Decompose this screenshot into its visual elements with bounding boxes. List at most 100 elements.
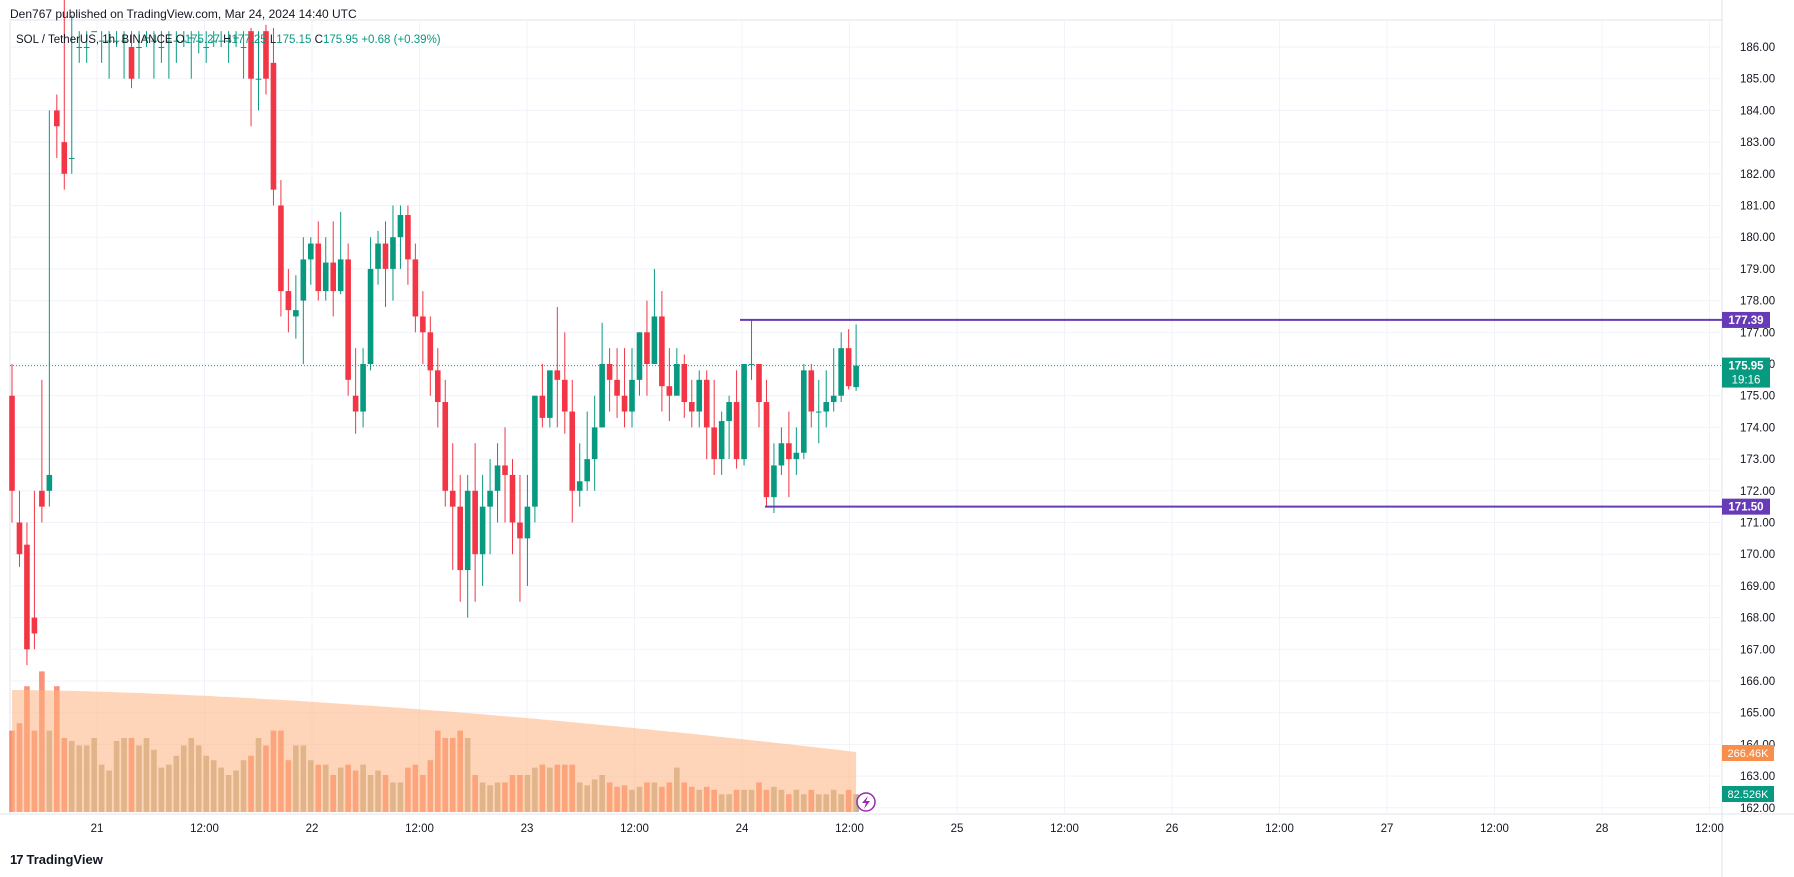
candle-body [240, 47, 247, 48]
candle-body [771, 465, 777, 498]
candle-body [808, 370, 815, 412]
candle-body [128, 47, 135, 79]
symbol-info[interactable]: SOL / TetherUS, 1h, BINANCE [16, 34, 173, 46]
price-tick-label: 182.00 [1740, 169, 1775, 181]
candle-body [621, 395, 628, 412]
price-tick-label: 186.00 [1740, 42, 1775, 54]
candle-body [76, 47, 83, 48]
candle-body [524, 506, 531, 539]
candle-body [218, 40, 224, 42]
price-tick-label: 162.00 [1740, 803, 1775, 815]
candle-body [718, 421, 725, 460]
candle-body [763, 402, 770, 498]
candle-body [345, 259, 351, 380]
candle-body [46, 474, 53, 491]
candle-body [815, 411, 822, 413]
candle-body [285, 291, 292, 311]
candle-body [158, 47, 165, 48]
open-label: O [175, 34, 185, 46]
high-value: 177.25 [231, 34, 267, 46]
time-tick-label: 12:00 [1050, 823, 1079, 835]
candle-body [838, 348, 844, 396]
time-tick-label: 12:00 [190, 823, 219, 835]
candle-body [696, 379, 703, 412]
candle-body [741, 364, 747, 460]
candle-body [315, 243, 322, 292]
candle-body [300, 259, 307, 301]
volume-ma-tag [1722, 745, 1774, 761]
candle-body [293, 310, 299, 317]
price-tick-label: 169.00 [1740, 581, 1775, 593]
candle-body [778, 443, 785, 466]
candle-body [9, 395, 15, 491]
candle-body [367, 268, 374, 364]
candle-body [644, 332, 650, 364]
price-tick-label: 174.00 [1740, 422, 1775, 434]
candle-body [113, 40, 120, 42]
price-tick-label: 183.00 [1740, 137, 1775, 149]
price-tick-label: 185.00 [1740, 74, 1775, 86]
tradingview-logo[interactable]: 17 TradingView [10, 852, 103, 867]
candle-body [255, 78, 262, 80]
close-value: 175.95 [322, 34, 359, 46]
price-tick-label: 168.00 [1740, 613, 1775, 625]
candle-body [136, 47, 142, 48]
candle-body [703, 379, 710, 428]
volume-ma-label: 266.46K [1728, 748, 1770, 760]
candle-body [412, 259, 419, 317]
candle-body [390, 237, 396, 269]
candle-body [330, 262, 337, 292]
candle-body [748, 364, 755, 365]
plot-area [9, 19, 1723, 815]
candle-body [195, 40, 202, 42]
time-tick-label: 12:00 [1480, 823, 1509, 835]
last-price-label: 175.95 [1728, 361, 1764, 373]
bar-countdown-label: 19:16 [1732, 375, 1761, 387]
candle-body [68, 157, 75, 159]
candle-body [674, 364, 680, 396]
candle-body [801, 370, 807, 453]
candle-body [830, 395, 837, 403]
price-tick-label: 180.00 [1740, 232, 1775, 244]
candle-body [681, 364, 688, 403]
candle-body [569, 411, 576, 491]
candle-body [651, 316, 658, 364]
candle-body [248, 31, 254, 79]
candle-body [547, 370, 553, 418]
change-value: +0.68 (+0.39%) [361, 34, 441, 46]
price-tick-label: 179.00 [1740, 264, 1775, 276]
time-tick-label: 28 [1596, 823, 1609, 835]
close-label: C [314, 34, 323, 46]
candle-body [584, 459, 590, 482]
level-price-label: 171.50 [1728, 502, 1763, 514]
candle-body [726, 402, 732, 422]
candle-body [659, 316, 665, 387]
candle-body [502, 465, 508, 475]
candle-body [823, 402, 830, 412]
price-tick-label: 163.00 [1740, 771, 1775, 783]
candle-body [337, 259, 344, 292]
candle-body [405, 215, 411, 260]
candle-body [606, 364, 613, 380]
time-tick-label: 12:00 [1695, 823, 1724, 835]
candle-body [434, 370, 441, 403]
candle-body [853, 365, 859, 388]
time-tick-label: 27 [1381, 823, 1394, 835]
candle-body [322, 262, 329, 292]
low-value: 175.15 [276, 34, 312, 46]
level-price-label: 177.39 [1728, 315, 1763, 327]
high-label: H [223, 34, 232, 46]
candle-body [599, 364, 605, 428]
candle-body [210, 40, 217, 42]
candle-body [83, 47, 90, 48]
candle-body [427, 332, 434, 371]
lightning-bolt-icon [862, 796, 870, 809]
candle-body [688, 402, 695, 412]
candle-body [360, 364, 366, 412]
candle-body [711, 427, 717, 460]
candle-body [151, 40, 157, 42]
candle-body [554, 370, 561, 380]
candle-body [449, 490, 456, 507]
candle-body [793, 452, 800, 460]
